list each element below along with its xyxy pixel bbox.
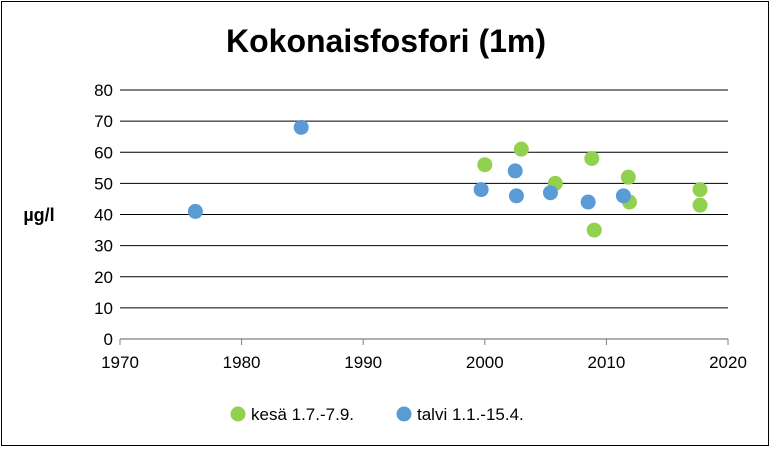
legend-marker-0 xyxy=(230,406,246,422)
y-tick-label: 10 xyxy=(94,299,113,318)
y-tick-label: 60 xyxy=(94,143,113,162)
y-tick-label: 0 xyxy=(104,330,113,349)
point-series-0 xyxy=(586,222,602,238)
point-series-0 xyxy=(692,197,708,213)
point-series-0 xyxy=(513,141,529,157)
point-series-0 xyxy=(692,182,708,198)
y-tick-label: 50 xyxy=(94,174,113,193)
y-tick-label: 70 xyxy=(94,112,113,131)
y-tick-label: 40 xyxy=(94,206,113,225)
x-tick-label: 2000 xyxy=(466,353,504,372)
point-series-0 xyxy=(620,169,636,185)
chart-title: Kokonaisfosfori (1m) xyxy=(226,23,546,59)
legend-marker-1 xyxy=(396,406,412,422)
y-axis-label: µg/l xyxy=(23,205,54,225)
point-series-1 xyxy=(187,203,203,219)
legend: kesä 1.7.-7.9. talvi 1.1.-15.4. xyxy=(230,405,524,424)
legend-label-0: kesä 1.7.-7.9. xyxy=(251,405,354,424)
y-tick-label: 30 xyxy=(94,237,113,256)
x-tick-label: 1970 xyxy=(101,353,139,372)
point-series-0 xyxy=(477,157,493,173)
point-series-1 xyxy=(615,188,631,204)
data-points xyxy=(187,119,708,238)
y-tick-label: 20 xyxy=(94,268,113,287)
x-tick-label: 2020 xyxy=(709,353,747,372)
x-tick-labels: 1970 1980 1990 2000 2010 2020 xyxy=(101,339,747,372)
point-series-1 xyxy=(473,182,489,198)
y-tick-label: 80 xyxy=(94,81,113,100)
point-series-1 xyxy=(542,185,558,201)
x-tick-label: 1980 xyxy=(223,353,261,372)
point-series-1 xyxy=(508,188,524,204)
y-tick-labels: 0 10 20 30 40 50 60 70 80 xyxy=(94,81,113,349)
gridlines xyxy=(120,89,728,340)
point-series-1 xyxy=(293,119,309,135)
x-tick-label: 2010 xyxy=(587,353,625,372)
point-series-1 xyxy=(507,163,523,179)
point-series-0 xyxy=(584,150,600,166)
x-tick-label: 1990 xyxy=(344,353,382,372)
point-series-1 xyxy=(580,194,596,210)
legend-label-1: talvi 1.1.-15.4. xyxy=(417,405,524,424)
